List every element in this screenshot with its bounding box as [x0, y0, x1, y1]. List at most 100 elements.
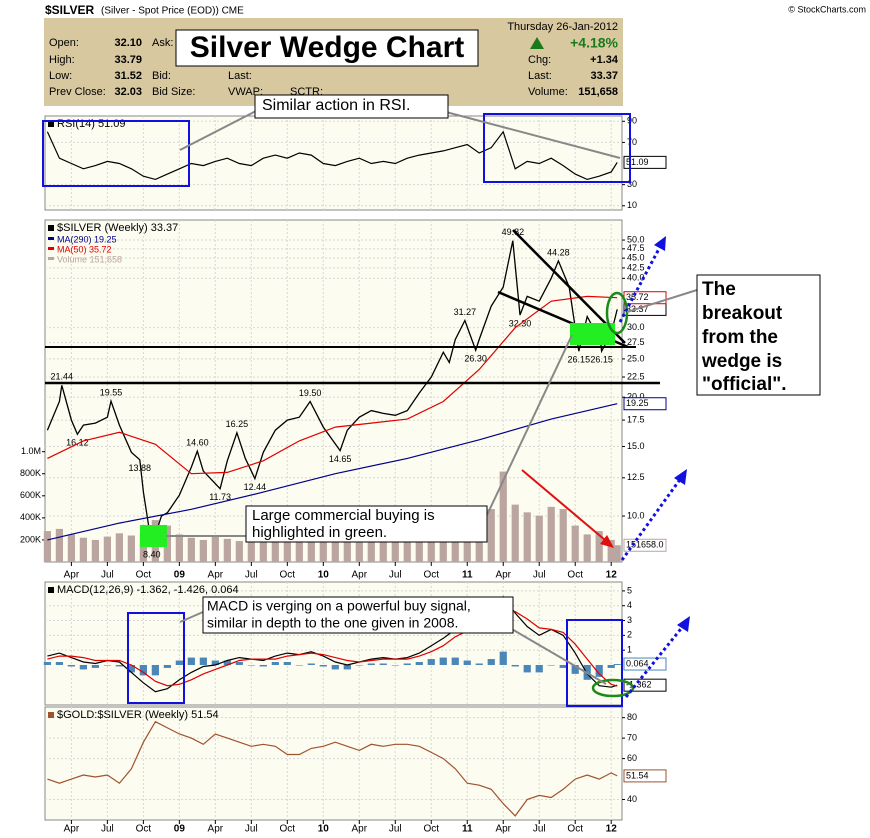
bar — [403, 535, 411, 562]
bar — [319, 537, 327, 562]
y-tick-label: 12.5 — [627, 472, 645, 482]
arrow-head — [674, 469, 687, 485]
bar — [487, 659, 495, 665]
x-tick-label: Oct — [423, 570, 439, 581]
plot-area — [44, 706, 623, 821]
connector — [179, 611, 204, 623]
value-label: 44.28 — [547, 247, 570, 257]
value-tag-label: 19.25 — [626, 398, 649, 408]
field-label: Ask: — [152, 37, 173, 49]
y-tick-label: 10.0 — [627, 510, 645, 520]
bar — [613, 545, 621, 562]
bar — [283, 533, 291, 562]
y-tick-label: 5 — [627, 585, 632, 595]
bar — [103, 536, 111, 562]
bar — [307, 663, 315, 665]
panel-title: RSI(14) 51.09 — [57, 118, 125, 130]
value-tag — [623, 769, 667, 783]
connector — [179, 109, 259, 151]
line — [47, 403, 618, 541]
bar — [415, 533, 423, 562]
line — [47, 295, 618, 475]
up-arrow — [530, 37, 544, 49]
bar — [187, 657, 195, 665]
x-tick-label: Oct — [136, 570, 152, 581]
value-tag-label: 51.54 — [626, 770, 649, 780]
bar — [91, 539, 99, 562]
value-tag — [623, 538, 667, 552]
highlight-box — [566, 619, 623, 707]
annotation-box — [254, 94, 449, 119]
y-tick-label: 60 — [627, 753, 637, 763]
field-label: Volume: — [528, 86, 568, 98]
bar — [427, 525, 435, 562]
legend-entry: MA(290) 19.25 — [57, 234, 117, 244]
bar — [175, 660, 183, 665]
x-tick-label: Oct — [567, 570, 583, 581]
connector — [445, 111, 621, 159]
x-tick-label: 09 — [174, 824, 186, 835]
bar — [403, 663, 411, 665]
bar — [235, 541, 243, 562]
bar — [295, 664, 303, 666]
y-tick-label: 10 — [627, 200, 637, 210]
x-tick-label: Jul — [101, 570, 114, 581]
annotation: MACD is verging on a powerful buy signal… — [207, 598, 471, 614]
value-label: 12.44 — [244, 482, 267, 492]
y-tick-label: 2 — [627, 630, 632, 640]
value-tag-label: -1.362 — [626, 680, 652, 690]
bar — [487, 509, 495, 562]
x-tick-label: Apr — [495, 570, 511, 581]
bar — [331, 539, 339, 562]
source: © StockCharts.com — [788, 4, 866, 14]
bar — [259, 538, 267, 562]
field-label: Last: — [228, 70, 252, 82]
value-tag-label: 0.064 — [626, 658, 649, 668]
bar — [331, 664, 339, 670]
green-highlight — [570, 323, 615, 345]
panels: 10 30 70 90 51.09 RSI(14) 51.09 Apr Jul Oct 09 Apr… — [20, 115, 667, 835]
y-tick-label: 17.5 — [627, 414, 645, 424]
field-value: 33.37 — [590, 70, 618, 82]
connector — [509, 627, 607, 685]
field-label: Prev Close: — [49, 86, 106, 98]
y-tick-label: 20.0 — [627, 392, 645, 402]
panel-title: $GOLD:$SILVER (Weekly) 51.54 — [57, 709, 219, 721]
bar — [283, 662, 291, 665]
bar — [43, 662, 51, 665]
y2-tick-label: 1.0M — [21, 446, 41, 456]
bar — [115, 533, 123, 562]
bar — [211, 660, 219, 665]
title-box — [175, 29, 479, 67]
connector — [626, 289, 698, 313]
bar — [439, 657, 447, 665]
arrow-head — [677, 616, 690, 632]
bar — [475, 663, 483, 665]
bar — [55, 528, 63, 562]
bar — [163, 525, 171, 562]
panel-title: MACD(12,26,9) -1.362, -1.426, 0.064 — [57, 584, 239, 596]
y-tick-label: 4 — [627, 600, 632, 610]
x-tick-label: 10 — [318, 824, 330, 835]
field-label: Bid Size: — [152, 86, 195, 98]
x-tick-label: Jul — [533, 570, 546, 581]
legend-swatch — [48, 257, 54, 260]
line — [47, 720, 618, 817]
x-tick-label: 10 — [318, 570, 330, 581]
x-tick-label: Oct — [280, 570, 296, 581]
y-tick-label: 27.5 — [627, 337, 645, 347]
line — [47, 595, 618, 693]
value-label: 26.15 — [568, 355, 591, 365]
x-tick-label: 09 — [174, 570, 186, 581]
bar — [55, 662, 63, 665]
field-label: Open: — [49, 37, 79, 49]
highlight-box — [42, 120, 190, 187]
bar — [223, 538, 231, 562]
y-tick-label: 40.0 — [627, 273, 645, 283]
x-tick-label: Jul — [533, 824, 546, 835]
bar — [259, 664, 267, 667]
projection-arrow — [618, 244, 663, 323]
line — [46, 130, 618, 181]
y-tick-label: 30.0 — [627, 322, 645, 332]
legend-swatch — [48, 121, 54, 127]
